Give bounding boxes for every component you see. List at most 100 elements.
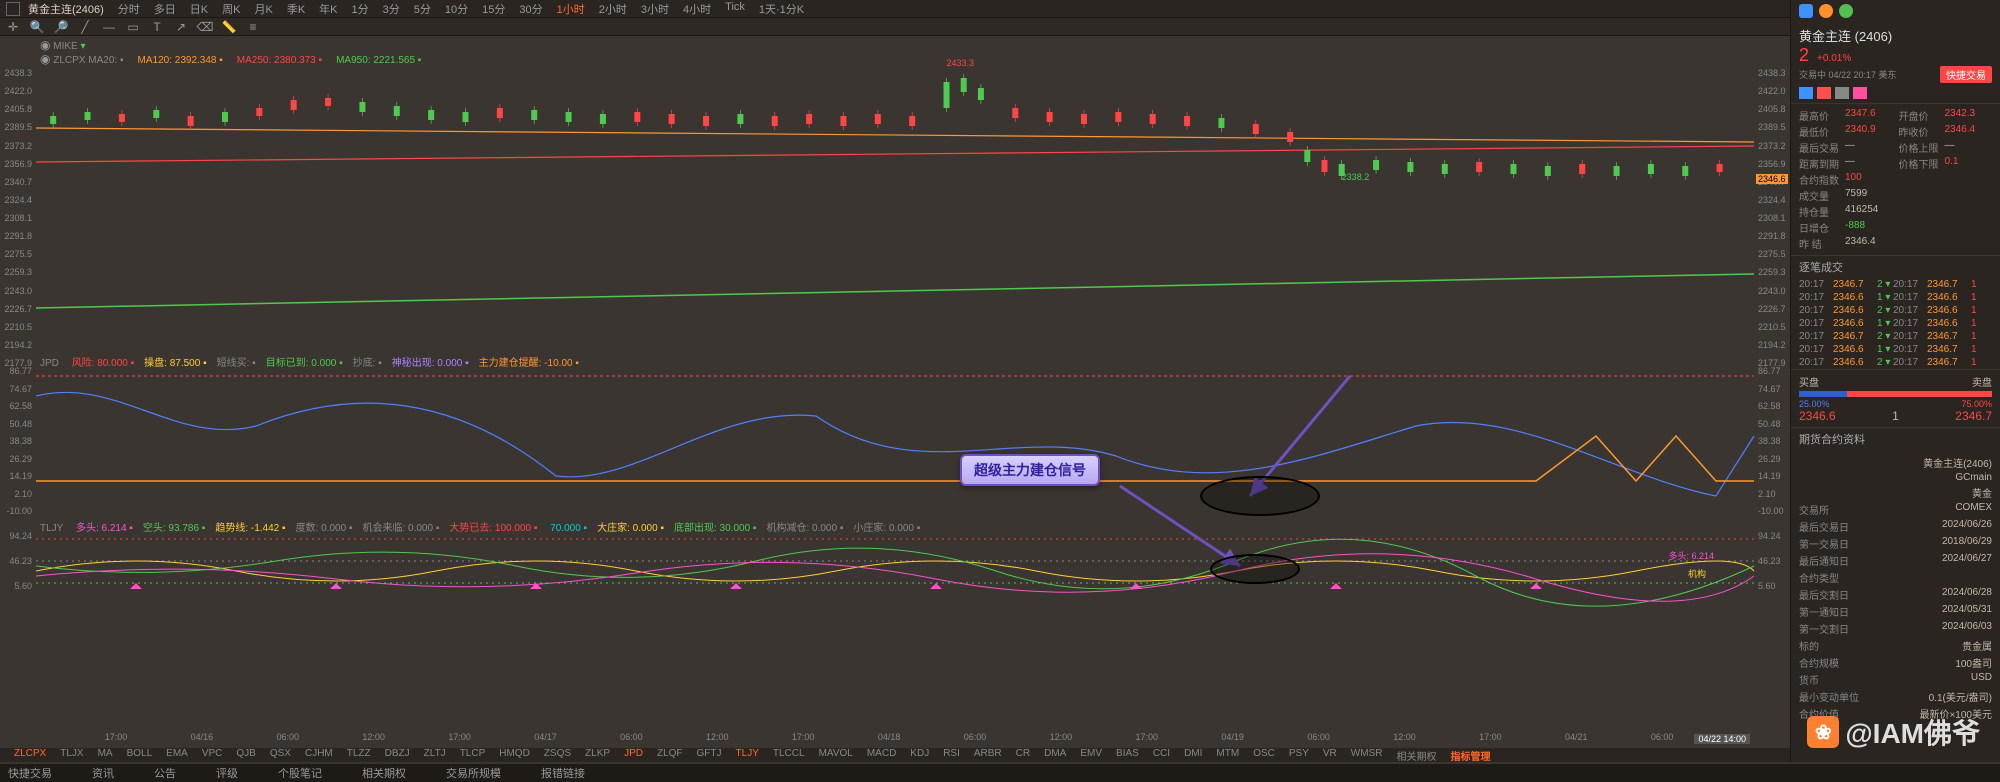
bottom-nav-item[interactable]: 资讯 — [92, 765, 114, 781]
ind-tab-ZSQS[interactable]: ZSQS — [538, 748, 577, 762]
ind-tab-TLCCL[interactable]: TLCCL — [767, 748, 811, 762]
arrow-icon[interactable]: ↗ — [174, 20, 188, 34]
ind-tab-ZLTJ[interactable]: ZLTJ — [418, 748, 452, 762]
tf-tab-9[interactable]: 5分 — [408, 0, 437, 18]
tf-tab-16[interactable]: 4小时 — [677, 0, 717, 18]
mini-icon-2[interactable] — [1817, 87, 1831, 99]
ind-tab-OSC[interactable]: OSC — [1247, 748, 1281, 762]
ind-tab-TLCP[interactable]: TLCP — [454, 748, 492, 762]
tf-tab-6[interactable]: 年K — [313, 0, 343, 18]
tf-tab-15[interactable]: 3小时 — [635, 0, 675, 18]
ind-tab-相关期权[interactable]: 相关期权 — [1390, 748, 1442, 762]
ind-tab-BIAS[interactable]: BIAS — [1110, 748, 1145, 762]
tick-row: 20:172346.72 ▾20:172346.71 — [1791, 330, 2000, 343]
yaxis-left-3: 94.2446.235.60 — [0, 531, 36, 591]
ind-tab-DBZJ[interactable]: DBZJ — [379, 748, 416, 762]
ind-tab-CR[interactable]: CR — [1010, 748, 1036, 762]
panel-icon-1[interactable] — [1799, 4, 1813, 18]
ind-tab-ZLCPX[interactable]: ZLCPX — [8, 748, 52, 762]
line-icon[interactable]: ╱ — [78, 20, 92, 34]
hline-icon[interactable]: — — [102, 20, 116, 34]
tf-tab-0[interactable]: 分时 — [112, 0, 146, 18]
ind-tab-PSY[interactable]: PSY — [1283, 748, 1315, 762]
measure-icon[interactable]: 📏 — [222, 20, 236, 34]
text-icon[interactable]: T — [150, 20, 164, 34]
bottom-nav-item[interactable]: 个股笔记 — [278, 765, 322, 781]
ind-tab-RSI[interactable]: RSI — [937, 748, 966, 762]
panel-icon-3[interactable] — [1839, 4, 1853, 18]
ind-tab-TLZZ[interactable]: TLZZ — [341, 748, 377, 762]
tf-tab-10[interactable]: 10分 — [439, 0, 474, 18]
quote-panel: 黄金主连 (2406) 2 +0.01% 交易中 04/22 20:17 美东 … — [1790, 0, 2000, 762]
bottom-nav-item[interactable]: 评级 — [216, 765, 238, 781]
bottom-nav-item[interactable]: 快捷交易 — [8, 765, 52, 781]
ind-tab-JPD[interactable]: JPD — [618, 748, 649, 762]
ind-tab-ZLQF[interactable]: ZLQF — [651, 748, 689, 762]
bottom-nav-item[interactable]: 公告 — [154, 765, 176, 781]
tf-tab-14[interactable]: 2小时 — [593, 0, 633, 18]
panel-icon-2[interactable] — [1819, 4, 1833, 18]
ind-tab-QSX[interactable]: QSX — [264, 748, 297, 762]
eye-icon[interactable]: ◉ — [40, 38, 50, 52]
tick-list: 20:172346.72 ▾20:172346.7120:172346.61 ▾… — [1791, 278, 2000, 369]
bottom-nav-item[interactable]: 相关期权 — [362, 765, 406, 781]
ind-tab-WMSR[interactable]: WMSR — [1345, 748, 1389, 762]
ellipse-2 — [1210, 554, 1300, 584]
tf-tab-4[interactable]: 月K — [248, 0, 278, 18]
bottom-nav-item[interactable]: 交易所规模 — [446, 765, 501, 781]
erase-icon[interactable]: ⌫ — [198, 20, 212, 34]
ind-tab-KDJ[interactable]: KDJ — [904, 748, 935, 762]
rect-icon[interactable]: ▭ — [126, 20, 140, 34]
tf-tab-1[interactable]: 多日 — [148, 0, 182, 18]
ind-tab-MA[interactable]: MA — [92, 748, 119, 762]
ind-tab-ARBR[interactable]: ARBR — [968, 748, 1008, 762]
mini-icon-3[interactable] — [1835, 87, 1849, 99]
indicator-chart-2[interactable]: 多头: 6.214 机构 — [36, 531, 1754, 591]
ind-tab-指标管理[interactable]: 指标管理 — [1444, 748, 1496, 762]
ind-tab-VPC[interactable]: VPC — [196, 748, 229, 762]
ind-tab-EMV[interactable]: EMV — [1074, 748, 1108, 762]
ind-tab-HMQD[interactable]: HMQD — [493, 748, 536, 762]
ind-tab-ZLKP[interactable]: ZLKP — [579, 748, 616, 762]
zoom-out-icon[interactable]: 🔎 — [54, 20, 68, 34]
ind-tab-MAVOL[interactable]: MAVOL — [813, 748, 859, 762]
ind-tab-VR[interactable]: VR — [1317, 748, 1343, 762]
tf-tab-18[interactable]: 1天·1分K — [753, 0, 810, 18]
zoom-in-icon[interactable]: 🔍 — [30, 20, 44, 34]
ind-tab-CCI[interactable]: CCI — [1147, 748, 1176, 762]
mini-icon-1[interactable] — [1799, 87, 1813, 99]
bottom-nav-item[interactable]: 报错链接 — [541, 765, 585, 781]
tf-tab-17[interactable]: Tick — [719, 0, 751, 18]
tick-row: 20:172346.62 ▾20:172346.61 — [1791, 304, 2000, 317]
bid-ask-bar — [1799, 391, 1992, 397]
fib-icon[interactable]: ≡ — [246, 20, 260, 34]
jigou-label: 机构 — [1688, 567, 1706, 580]
mini-icon-4[interactable] — [1853, 87, 1867, 99]
tf-tab-8[interactable]: 3分 — [377, 0, 406, 18]
tf-tab-7[interactable]: 1分 — [346, 0, 375, 18]
ind-tab-MACD[interactable]: MACD — [861, 748, 902, 762]
ind-tab-EMA[interactable]: EMA — [160, 748, 194, 762]
ind-tab-CJHM[interactable]: CJHM — [299, 748, 339, 762]
fast-trade-button[interactable]: 快捷交易 — [1940, 66, 1992, 83]
tf-tab-13[interactable]: 1小时 — [551, 0, 591, 18]
crosshair-icon[interactable]: ✛ — [6, 20, 20, 34]
lo-label: 2338.2 — [1342, 172, 1370, 182]
ind-tab-DMI[interactable]: DMI — [1178, 748, 1208, 762]
tf-tab-2[interactable]: 日K — [184, 0, 214, 18]
ind-tab-DMA[interactable]: DMA — [1038, 748, 1072, 762]
price-chart[interactable]: 2433.3 2338.2 — [36, 52, 1754, 352]
tick-row: 20:172346.72 ▾20:172346.71 — [1791, 278, 2000, 291]
ind-tab-BOLL[interactable]: BOLL — [121, 748, 159, 762]
tf-tab-11[interactable]: 15分 — [476, 0, 511, 18]
ind-tab-TLJX[interactable]: TLJX — [54, 748, 89, 762]
tf-tab-5[interactable]: 季K — [281, 0, 311, 18]
ind-tab-MTM[interactable]: MTM — [1210, 748, 1245, 762]
ind-tab-TLJY[interactable]: TLJY — [730, 748, 765, 762]
ind-tab-QJB[interactable]: QJB — [230, 748, 261, 762]
tf-tab-12[interactable]: 30分 — [513, 0, 548, 18]
indicator-chart-1[interactable] — [36, 366, 1754, 516]
ind-tab-GFTJ[interactable]: GFTJ — [691, 748, 728, 762]
tf-tab-3[interactable]: 周K — [216, 0, 246, 18]
hi-label: 2433.3 — [947, 58, 975, 68]
